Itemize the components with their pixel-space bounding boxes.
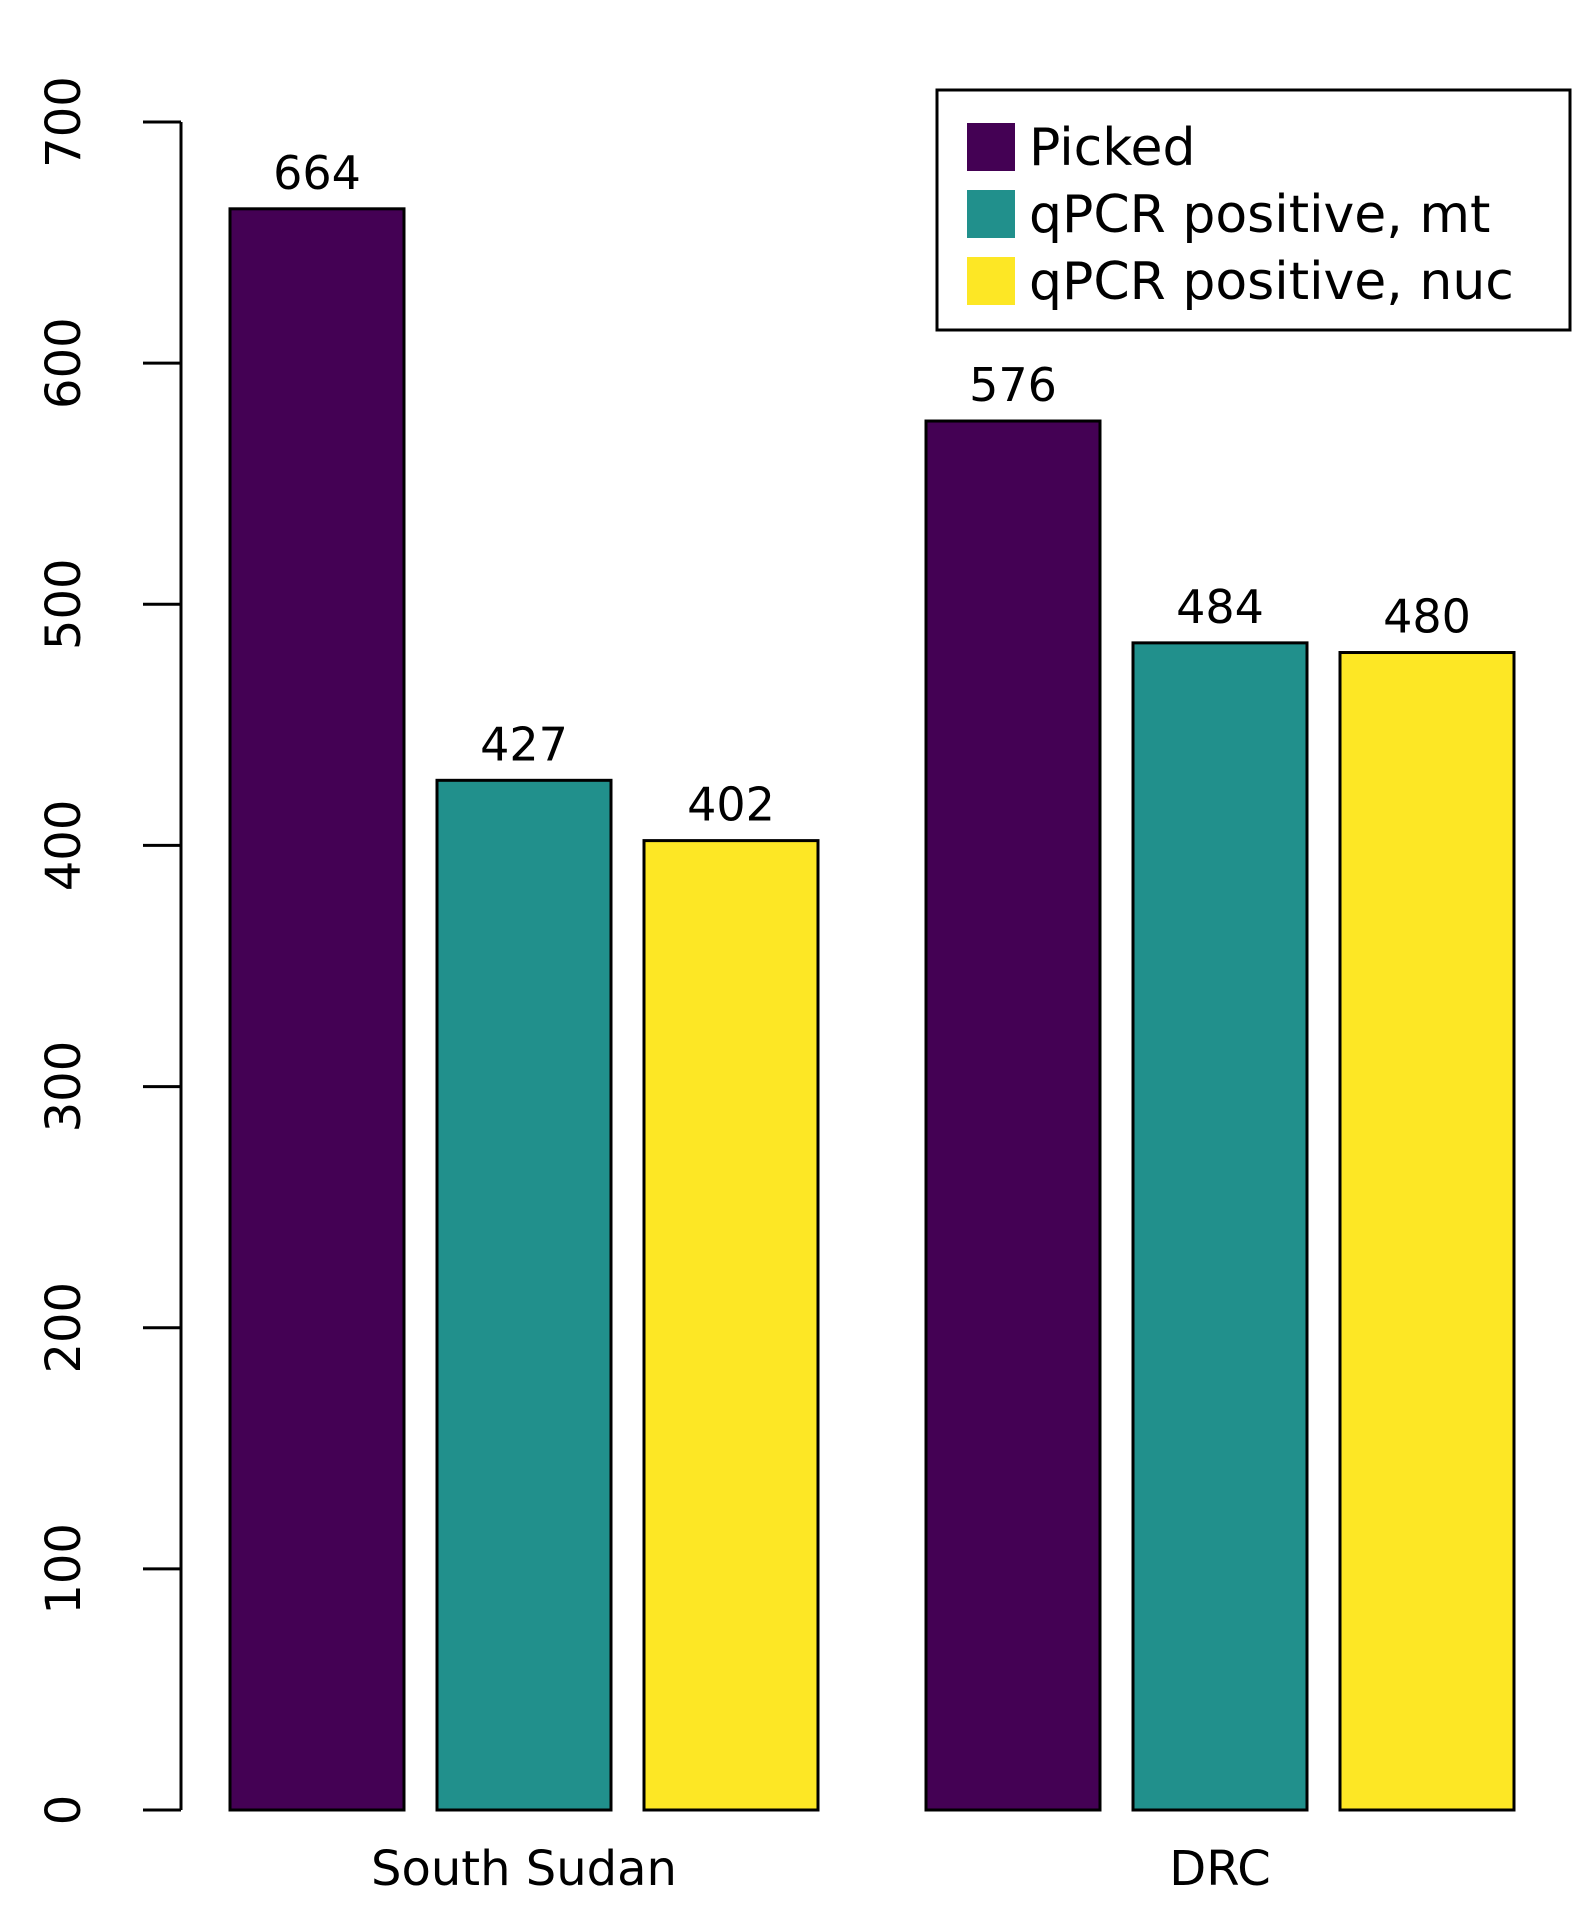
bar bbox=[1131, 641, 1309, 1812]
data-label: 427 bbox=[480, 717, 568, 771]
y-axis: 0 100 200 300 400 500 600 700 bbox=[36, 76, 183, 1826]
data-label: 576 bbox=[969, 358, 1057, 412]
y-tick-label: 400 bbox=[36, 800, 92, 892]
category-label: South Sudan bbox=[371, 1841, 677, 1897]
legend-label: Picked bbox=[1029, 118, 1196, 178]
bar bbox=[924, 419, 1102, 1812]
data-label: 480 bbox=[1383, 590, 1471, 644]
legend-label: qPCR positive, mt bbox=[1029, 185, 1490, 245]
y-tick-label: 500 bbox=[36, 558, 92, 650]
category-labels: South Sudan DRC bbox=[371, 1841, 1271, 1897]
data-label: 664 bbox=[273, 146, 361, 200]
data-label: 484 bbox=[1176, 580, 1264, 634]
y-tick-label: 600 bbox=[36, 317, 92, 409]
y-tick-label: 700 bbox=[36, 76, 92, 168]
y-tick-label: 200 bbox=[36, 1282, 92, 1374]
bars bbox=[228, 207, 1516, 1812]
legend-swatch bbox=[967, 257, 1015, 305]
bar bbox=[435, 778, 613, 1812]
data-label: 402 bbox=[687, 778, 775, 832]
legend-box bbox=[935, 88, 1572, 332]
bar bbox=[1338, 651, 1516, 1812]
bar bbox=[642, 839, 820, 1812]
y-tick-label: 300 bbox=[36, 1041, 92, 1133]
category-label: DRC bbox=[1169, 1841, 1270, 1897]
y-tick-label: 100 bbox=[36, 1523, 92, 1615]
legend-label: qPCR positive, nuc bbox=[1029, 252, 1514, 312]
y-tick-label: 0 bbox=[36, 1795, 92, 1826]
bar bbox=[228, 207, 406, 1812]
legend-swatch bbox=[967, 123, 1015, 171]
legend-swatch bbox=[967, 190, 1015, 238]
legend: Picked qPCR positive, mt qPCR positive, nu… bbox=[935, 88, 1572, 332]
data-labels: 664 427 402 576 484 480 bbox=[273, 146, 1471, 832]
